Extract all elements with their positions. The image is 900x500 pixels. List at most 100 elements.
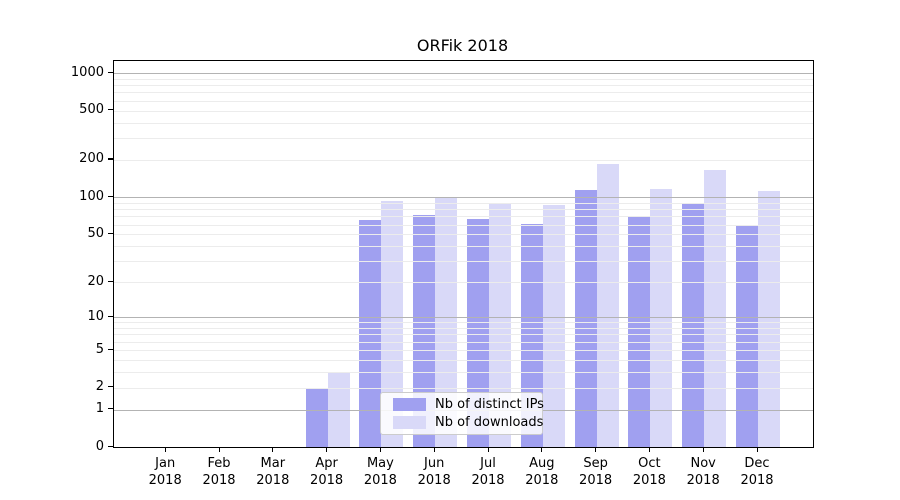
minor-gridline xyxy=(114,78,813,80)
y-axis-tick-label: 5 xyxy=(95,341,104,357)
y-axis-tick-label: 100 xyxy=(79,188,104,204)
legend-label-distinct-ips: Nb of distinct IPs xyxy=(435,397,544,413)
year-label: 2018 xyxy=(471,473,505,488)
y-axis-tick-label: 50 xyxy=(87,225,104,241)
minor-gridline xyxy=(114,328,813,330)
month-label: Feb xyxy=(207,456,231,471)
month-label: Jul xyxy=(480,456,496,471)
year-label: 2018 xyxy=(740,473,774,488)
x-axis-tick xyxy=(648,447,651,452)
legend-swatch-downloads xyxy=(393,415,426,429)
bar-distinct-ips-jul xyxy=(467,218,489,447)
x-axis-tick xyxy=(756,447,758,452)
x-axis-tick-label-aug: Aug 2018 xyxy=(512,455,572,489)
bar-distinct-ips-oct xyxy=(628,215,651,447)
minor-gridline xyxy=(114,122,813,124)
legend-label-downloads: Nb of downloads xyxy=(435,414,544,430)
x-axis-tick xyxy=(164,447,166,452)
major-gridline xyxy=(114,197,813,199)
y-axis-tick xyxy=(108,445,113,447)
x-axis-tick-label-sep: Sep 2018 xyxy=(566,455,626,489)
y-axis-tick-label: 2 xyxy=(95,379,104,395)
plot-area xyxy=(113,60,814,448)
month-label: Apr xyxy=(315,456,338,471)
month-label: Oct xyxy=(638,456,661,471)
minor-gridline xyxy=(114,246,813,247)
minor-gridline xyxy=(114,372,813,373)
x-axis-tick xyxy=(541,447,543,452)
y-axis-tick-label: 20 xyxy=(87,273,104,289)
minor-gridline xyxy=(114,159,813,161)
year-label: 2018 xyxy=(632,473,666,488)
x-axis-tick-label-oct: Oct 2018 xyxy=(619,455,679,489)
legend: Nb of distinct IPs Nb of downloads xyxy=(380,392,544,435)
x-axis-tick xyxy=(379,447,382,452)
x-axis-tick xyxy=(487,447,489,452)
x-axis-tick-label-dec: Dec 2018 xyxy=(727,455,787,489)
minor-gridline xyxy=(114,334,813,336)
bar-downloads-nov xyxy=(704,170,727,447)
x-axis-tick-label-jan: Jan 2018 xyxy=(135,455,195,489)
minor-gridline xyxy=(114,387,813,389)
y-axis-tick-label: 1000 xyxy=(70,64,104,80)
x-axis-tick xyxy=(272,447,274,452)
x-axis-tick xyxy=(218,447,220,452)
legend-row-downloads: Nb of downloads xyxy=(381,414,544,430)
y-axis-tick-label: 200 xyxy=(79,151,104,167)
y-axis-tick-label: 0 xyxy=(95,438,104,454)
month-label: Aug xyxy=(529,456,555,471)
minor-gridline xyxy=(114,350,813,351)
bar-downloads-jun xyxy=(435,197,458,447)
minor-gridline xyxy=(114,341,813,343)
minor-gridline xyxy=(114,100,813,102)
year-label: 2018 xyxy=(579,473,613,488)
year-label: 2018 xyxy=(525,473,559,488)
year-label: 2018 xyxy=(256,473,290,488)
x-axis-tick xyxy=(595,447,597,452)
bar-distinct-ips-sep xyxy=(574,189,597,447)
bar-downloads-jul xyxy=(489,204,511,447)
bar-distinct-ips-may xyxy=(359,220,382,447)
bar-distinct-ips-dec xyxy=(736,225,758,447)
minor-gridline xyxy=(114,224,813,226)
y-axis-tick-label: 1 xyxy=(95,400,104,416)
y-axis-tick xyxy=(108,158,113,160)
y-axis-tick xyxy=(108,195,113,197)
x-axis-tick xyxy=(433,447,435,452)
x-axis-tick-label-may: May 2018 xyxy=(350,455,410,489)
y-axis-tick-label: 10 xyxy=(87,308,104,324)
bar-downloads-may xyxy=(381,201,404,447)
month-label: Jun xyxy=(424,456,445,471)
minor-gridline xyxy=(114,202,813,204)
minor-gridline xyxy=(114,234,813,236)
month-label: May xyxy=(366,456,394,471)
minor-gridline xyxy=(114,138,813,140)
legend-swatch-distinct-ips xyxy=(393,398,426,412)
x-axis-tick-label-jul: Jul 2018 xyxy=(458,455,518,489)
x-axis-tick-label-apr: Apr 2018 xyxy=(297,455,357,489)
y-axis-tick xyxy=(108,280,113,282)
x-axis-tick xyxy=(702,447,704,452)
grid-layer xyxy=(114,61,813,447)
year-label: 2018 xyxy=(202,473,236,488)
minor-gridline xyxy=(114,209,813,211)
chart-title: ORFik 2018 xyxy=(416,36,509,55)
month-label: Sep xyxy=(583,456,608,471)
y-axis-tick xyxy=(108,315,113,317)
minor-gridline xyxy=(114,92,813,94)
x-axis-tick-label-jun: Jun 2018 xyxy=(404,455,464,489)
bar-distinct-ips-apr xyxy=(305,387,328,447)
minor-gridline xyxy=(114,216,813,218)
year-label: 2018 xyxy=(310,473,344,488)
x-axis-tick-label-feb: Feb 2018 xyxy=(189,455,249,489)
x-axis-tick-label-nov: Nov 2018 xyxy=(673,455,733,489)
bar-downloads-aug xyxy=(542,204,565,447)
month-label: Jan xyxy=(155,456,176,471)
month-label: Nov xyxy=(690,456,716,471)
bar-distinct-ips-jun xyxy=(413,214,436,447)
bar-downloads-dec xyxy=(758,191,780,447)
x-axis-tick-label-mar: Mar 2018 xyxy=(243,455,303,489)
y-axis-tick xyxy=(108,232,113,234)
y-axis-tick xyxy=(108,407,113,410)
